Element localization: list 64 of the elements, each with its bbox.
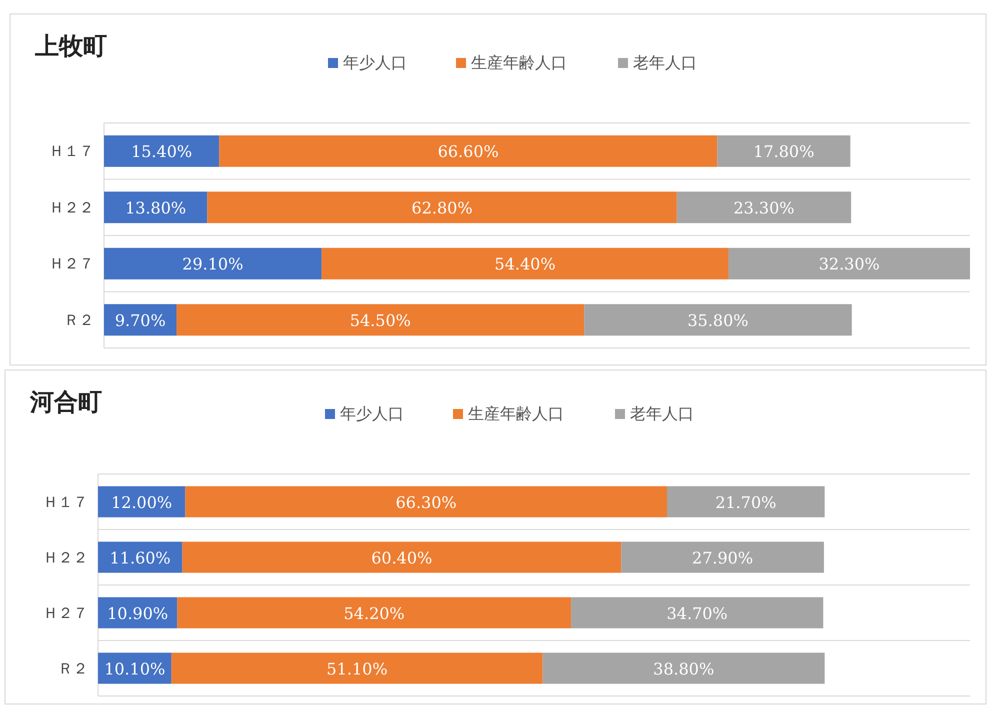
y-tick-label: Ｈ１７: [49, 142, 94, 160]
data-label: 12.00%: [111, 492, 172, 512]
y-tick-label: Ｒ２: [64, 310, 94, 329]
legend-label: 老年人口: [633, 53, 697, 72]
bar: [717, 135, 850, 167]
chart-title: 河合町: [29, 387, 102, 416]
chart-title: 上牧町: [34, 31, 107, 60]
y-tick-label: Ｒ２: [58, 659, 88, 678]
data-label: 62.80%: [412, 198, 473, 218]
bar: [176, 304, 584, 336]
bar: [104, 304, 177, 336]
data-label: 54.20%: [344, 604, 405, 623]
data-label: 60.40%: [371, 548, 432, 568]
data-label: 66.30%: [396, 492, 457, 512]
bar: [584, 304, 852, 336]
data-label: 54.40%: [494, 254, 556, 274]
bar: [219, 135, 718, 167]
legend-label: 年少人口: [340, 404, 404, 423]
data-label: 51.10%: [326, 659, 388, 678]
y-tick-label: Ｈ２７: [49, 254, 94, 273]
data-label: 34.70%: [666, 604, 728, 623]
bar: [98, 597, 178, 628]
y-tick-label: Ｈ２２: [43, 548, 88, 566]
data-label: 17.80%: [753, 142, 814, 162]
bar: [207, 192, 677, 224]
data-label: 23.30%: [733, 198, 794, 218]
bar: [104, 192, 208, 224]
y-tick-label: Ｈ１７: [43, 492, 88, 511]
bar: [171, 652, 543, 684]
legend-label: 生産年齢人口: [468, 404, 564, 423]
bar: [542, 652, 825, 684]
bar: [177, 597, 572, 628]
bar: [98, 486, 186, 518]
bar: [98, 652, 172, 684]
bar: [322, 248, 728, 280]
data-label: 21.70%: [715, 492, 776, 512]
data-label: 35.80%: [687, 310, 748, 330]
data-label: 38.80%: [653, 659, 714, 678]
legend-label: 年少人口: [343, 53, 407, 72]
y-tick-label: Ｈ２７: [43, 604, 88, 622]
bar: [104, 135, 220, 167]
data-label: 29.10%: [182, 254, 244, 274]
bar: [666, 486, 825, 518]
bar: [571, 597, 824, 628]
bar: [182, 542, 622, 573]
bar: [104, 248, 322, 280]
data-label: 27.90%: [692, 548, 754, 568]
bar: [621, 542, 824, 573]
data-label: 13.80%: [125, 198, 186, 218]
data-label: 10.10%: [104, 659, 166, 678]
bar: [676, 192, 852, 224]
data-label: 32.30%: [818, 254, 880, 274]
data-label: 9.70%: [114, 310, 166, 330]
bar: [98, 542, 182, 573]
y-tick-label: Ｈ２２: [49, 198, 94, 216]
data-label: 66.60%: [438, 142, 499, 162]
data-label: 15.40%: [131, 142, 192, 162]
data-label: 11.60%: [110, 548, 171, 568]
bar: [728, 248, 970, 280]
legend-label: 生産年齢人口: [471, 53, 567, 72]
legend-label: 老年人口: [630, 404, 694, 423]
data-label: 10.90%: [107, 604, 168, 623]
data-label: 54.50%: [350, 310, 411, 330]
bar: [185, 486, 667, 518]
